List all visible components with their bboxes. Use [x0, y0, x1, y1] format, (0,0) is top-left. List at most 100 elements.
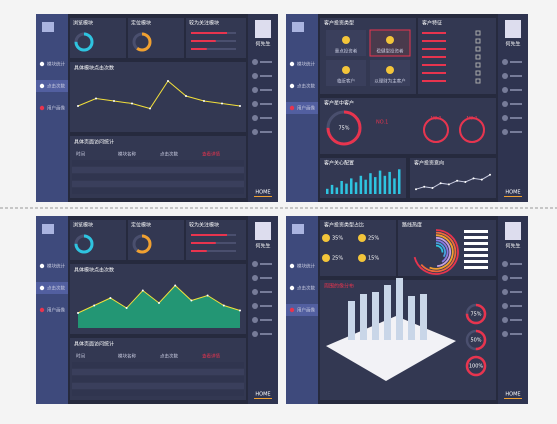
user-dot: [502, 73, 508, 79]
label: HOME: [505, 392, 520, 398]
table-row: [72, 376, 244, 382]
point: [131, 102, 133, 105]
user-dot: [502, 115, 508, 121]
icon: [386, 36, 394, 44]
table-row: [72, 390, 244, 396]
label: NO.1: [376, 120, 388, 126]
building: [408, 296, 415, 340]
feature-line: [422, 72, 446, 74]
feature-line: [422, 80, 446, 82]
icon: [342, 36, 350, 44]
feature-line: [422, 48, 446, 50]
bar: [364, 179, 367, 194]
bar-track: [191, 250, 236, 252]
user-line: [260, 103, 272, 105]
ring: [326, 110, 362, 146]
radial-bar: [435, 236, 452, 268]
user-dot: [252, 115, 258, 121]
logo: [292, 224, 304, 234]
ring: [74, 234, 94, 254]
point: [439, 182, 442, 185]
nav-icon: [39, 285, 45, 291]
point: [415, 188, 417, 191]
nav-icon: [289, 61, 295, 67]
checkbox: [475, 54, 481, 60]
point: [423, 185, 426, 188]
feature-line: [422, 56, 446, 58]
icon: [358, 254, 366, 262]
bar: [369, 173, 372, 194]
nav-icon: [39, 61, 45, 67]
point: [239, 105, 241, 107]
user-dot: [252, 317, 258, 323]
user-column: [248, 216, 278, 404]
bar: [345, 183, 348, 194]
user-dot: [252, 59, 258, 65]
nav-icon: [289, 105, 295, 111]
user-line: [260, 61, 272, 63]
ring: [423, 117, 449, 143]
user-dot: [502, 87, 508, 93]
avatar: [505, 222, 521, 240]
bar: [354, 182, 358, 194]
label: 用户画像: [47, 105, 65, 112]
radial-bar: [413, 229, 459, 275]
label: 时间: [76, 151, 85, 158]
nav-icon: [39, 105, 45, 111]
user-line: [510, 333, 522, 335]
user-line: [510, 117, 522, 119]
user-dot: [252, 73, 258, 79]
label: 具体模块点击次数: [74, 65, 114, 72]
label: 客户关心配置: [324, 160, 354, 167]
building: [396, 303, 403, 340]
label: 模块名称: [118, 353, 136, 360]
point: [125, 307, 128, 309]
user-dot: [502, 59, 508, 65]
user-dot: [252, 101, 258, 107]
label: 以理财为主客户: [374, 78, 406, 85]
tile-border: [369, 29, 411, 57]
label: 何先生: [255, 41, 270, 48]
label: 客户投资类型占比: [324, 222, 364, 229]
label: 用户画像: [297, 307, 315, 314]
point: [141, 289, 144, 292]
label: 浏览模块: [73, 20, 93, 27]
user-dot: [252, 331, 258, 337]
label: 较为关注模块: [189, 222, 219, 229]
user-line: [260, 277, 272, 279]
label: 路线热度: [402, 222, 422, 229]
point: [489, 173, 491, 176]
point: [239, 309, 241, 312]
nav-icon: [39, 263, 45, 269]
building: [420, 319, 427, 340]
user-dot: [252, 129, 258, 135]
avatar: [505, 20, 521, 38]
building: [348, 301, 355, 340]
nav-icon: [289, 83, 295, 89]
card: [186, 220, 246, 260]
bar: [191, 48, 207, 50]
user-line: [510, 89, 522, 91]
user-dot: [502, 129, 508, 135]
user-dot: [502, 331, 508, 337]
bar: [340, 181, 343, 194]
card: [186, 18, 246, 58]
user-dot: [252, 87, 258, 93]
user-column: [498, 14, 528, 202]
card: [320, 158, 406, 198]
label: 50%: [470, 338, 481, 344]
avatar: [255, 222, 271, 240]
line: [415, 174, 491, 190]
radial-bar: [435, 239, 449, 263]
icon: [386, 66, 394, 74]
legend-bar: [464, 230, 488, 233]
table-row: [72, 362, 244, 368]
table-row: [72, 167, 244, 173]
label: 模块统计: [297, 61, 315, 68]
label: HOME: [255, 190, 270, 196]
nav-active: [36, 80, 68, 92]
table-row: [72, 181, 244, 187]
point: [203, 100, 205, 102]
label: 较为关注模块: [189, 20, 219, 27]
user-line: [260, 263, 272, 265]
